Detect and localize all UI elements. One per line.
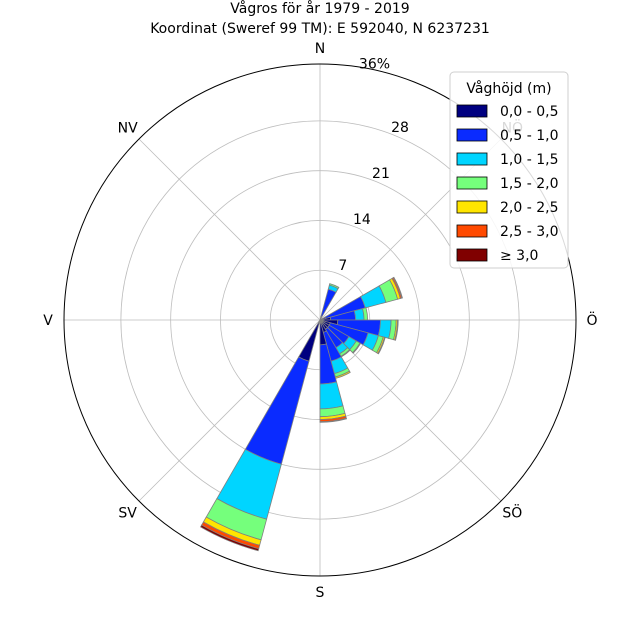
- legend-entry-label: 1,5 - 2,0: [500, 176, 558, 192]
- outer-circle: [63, 63, 577, 577]
- wave-bar-segment: [352, 342, 362, 354]
- wave-bar-segment: [319, 381, 344, 410]
- legend-entry-label: 2,0 - 2,5: [500, 200, 558, 216]
- radial-tick-label: 7: [338, 258, 347, 274]
- direction-label: SV: [118, 505, 137, 521]
- legend-swatch: [456, 128, 488, 142]
- legend-entry-label: 0,5 - 1,0: [500, 128, 558, 144]
- direction-label: Ö: [586, 311, 597, 329]
- legend-title: Våghöjd (m): [466, 80, 551, 97]
- radial-tick-label: 28: [391, 120, 409, 136]
- legend-swatch: [456, 224, 488, 238]
- polar-bars: [199, 276, 403, 552]
- direction-label: V: [43, 313, 53, 329]
- wave-bar-segment: [298, 319, 321, 362]
- wave-bar-segment: [244, 356, 310, 465]
- wave-bar-segment: [199, 524, 260, 552]
- wave-bar-segment: [328, 283, 340, 290]
- legend-box: [449, 71, 569, 269]
- legend-swatch: [456, 248, 488, 262]
- direction-label: SÖ: [502, 503, 522, 521]
- chart-title: Vågros för år 1979 - 2019: [230, 0, 409, 17]
- direction-label: N: [315, 41, 325, 57]
- wave-bar-segment: [394, 319, 399, 341]
- radial-tick-label: 14: [353, 212, 371, 228]
- legend: Våghöjd (m) 0,0 - 0,5 0,5 - 1,0 1,0 - 1,5 1,…: [449, 71, 569, 269]
- legend-entry-label: ≥ 3,0: [500, 248, 538, 264]
- legend-swatch: [456, 152, 488, 166]
- wave-bar-segment: [392, 276, 403, 299]
- radial-tick-label: 21: [372, 166, 390, 182]
- polar-grid: [63, 63, 577, 577]
- legend-entry-label: 2,5 - 3,0: [500, 224, 558, 240]
- chart-subtitle: Koordinat (Sweref 99 TM): E 592040, N 62…: [150, 21, 490, 37]
- legend-swatch: [456, 176, 488, 190]
- grid-spoke: [138, 319, 321, 502]
- wave-bar-segment: [377, 336, 386, 355]
- legend-swatch: [456, 104, 488, 118]
- legend-swatch: [456, 200, 488, 214]
- wave-bar-segment: [319, 417, 347, 423]
- direction-label: S: [316, 585, 325, 601]
- legend-entry-label: 1,0 - 1,5: [500, 152, 558, 168]
- radial-max-label: 36%: [359, 57, 390, 73]
- legend-entry-label: 0,0 - 0,5: [500, 104, 558, 120]
- grid-spoke: [138, 138, 321, 321]
- direction-label: NV: [118, 121, 138, 137]
